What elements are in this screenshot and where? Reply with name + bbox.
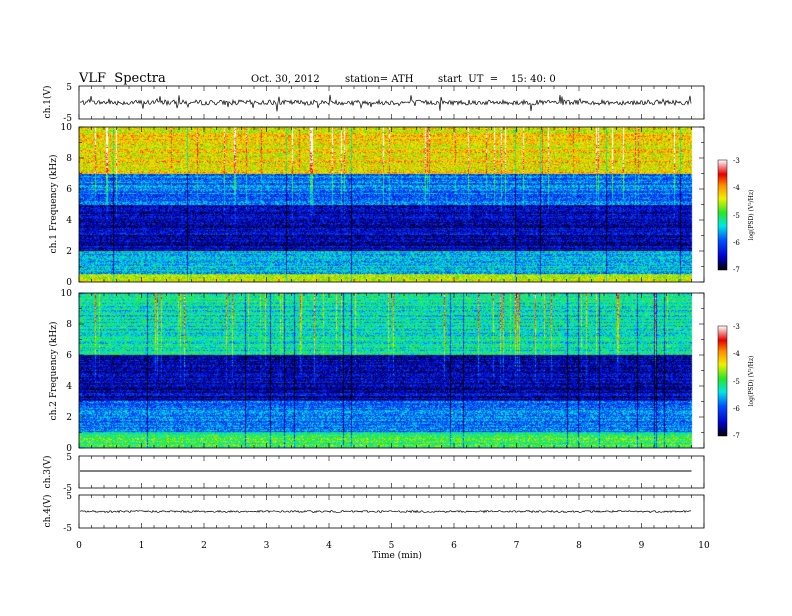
x-tick-label: 10 — [698, 541, 710, 551]
cb1-tick-m7: -7 — [733, 266, 740, 274]
cb2-tick-m4: -4 — [733, 350, 740, 358]
ch1spec-ytick-0: 0 — [66, 278, 72, 288]
ch2-spectrogram-image — [79, 293, 704, 448]
cb2-label: log(PSD) (V²/Hz) — [748, 356, 755, 407]
ch3-ytick-top: 5 — [66, 453, 72, 463]
cb2-tick-m3: -3 — [733, 323, 740, 331]
x-tick-label: 8 — [576, 541, 582, 551]
header-date: Oct. 30, 2012 — [251, 74, 320, 85]
ch1-spectrogram-image — [79, 127, 704, 282]
ch3-ytick-bottom: -5 — [63, 484, 72, 494]
cb1-tick-m4: -4 — [733, 184, 740, 192]
cb1-tick-m5: -5 — [733, 212, 740, 220]
ch4-ytick-top: 5 — [66, 492, 72, 502]
ch2spec-ytick-0: 0 — [66, 444, 72, 454]
x-tick-label: 9 — [639, 541, 645, 551]
ch2spec-ytick-2: 2 — [66, 413, 72, 423]
ch4-ytick-bottom: -5 — [63, 524, 72, 534]
ch2spec-ytick-6: 6 — [66, 351, 72, 361]
ch3-ylabel: ch.3(V) — [42, 456, 53, 489]
x-tick-label: 4 — [326, 541, 332, 551]
x-axis-label: Time (min) — [372, 550, 422, 561]
ch4-ylabel: ch.4(V) — [42, 495, 53, 528]
ch4-waveform-line — [80, 509, 692, 514]
axis-ticks — [78, 86, 705, 528]
ch1spec-ylabel: ch.1 Frequency (kHz) — [48, 155, 59, 254]
header-start-time: start UT = 15: 40: 0 — [438, 74, 556, 85]
ch1spec-ytick-10: 10 — [61, 123, 73, 133]
ch2spec-ytick-4: 4 — [66, 382, 72, 392]
ch2-colorbar — [717, 325, 728, 437]
cb1-tick-m3: -3 — [733, 157, 740, 165]
x-tick-label: 2 — [201, 541, 207, 551]
figure-title: VLF Spectra — [79, 71, 166, 86]
ch1-waveform-line — [79, 94, 692, 112]
x-tick-label: 0 — [76, 541, 82, 551]
ch1spec-ytick-8: 8 — [66, 154, 72, 164]
x-tick-label: 6 — [451, 541, 457, 551]
cb2-tick-m5: -5 — [733, 378, 740, 386]
cb1-label: log(PSD) (V²/Hz) — [748, 190, 755, 241]
ch1-ytick-bottom: -5 — [63, 114, 72, 124]
x-tick-label: 7 — [514, 541, 520, 551]
x-tick-labels: 0 1 2 3 4 5 6 7 8 9 10 — [76, 541, 710, 551]
header-station: station= ATH — [345, 74, 414, 85]
cb2-tick-m6: -6 — [733, 405, 740, 413]
cb2-tick-m7: -7 — [733, 432, 740, 440]
ch2spec-ytick-8: 8 — [66, 320, 72, 330]
x-tick-label: 3 — [264, 541, 270, 551]
ch2spec-ytick-10: 10 — [61, 289, 73, 299]
ch2spec-ylabel: ch.2 Frequency (kHz) — [48, 322, 59, 421]
x-tick-label: 5 — [389, 541, 395, 551]
ch1spec-ytick-6: 6 — [66, 185, 72, 195]
cb1-tick-m6: -6 — [733, 239, 740, 247]
ch1-ylabel: ch.1(V) — [42, 86, 53, 119]
ch1-colorbar — [717, 159, 728, 271]
x-tick-label: 1 — [139, 541, 145, 551]
ch1spec-ytick-4: 4 — [66, 216, 72, 226]
ch1spec-ytick-2: 2 — [66, 247, 72, 257]
ch1-ytick-top: 5 — [66, 83, 72, 93]
